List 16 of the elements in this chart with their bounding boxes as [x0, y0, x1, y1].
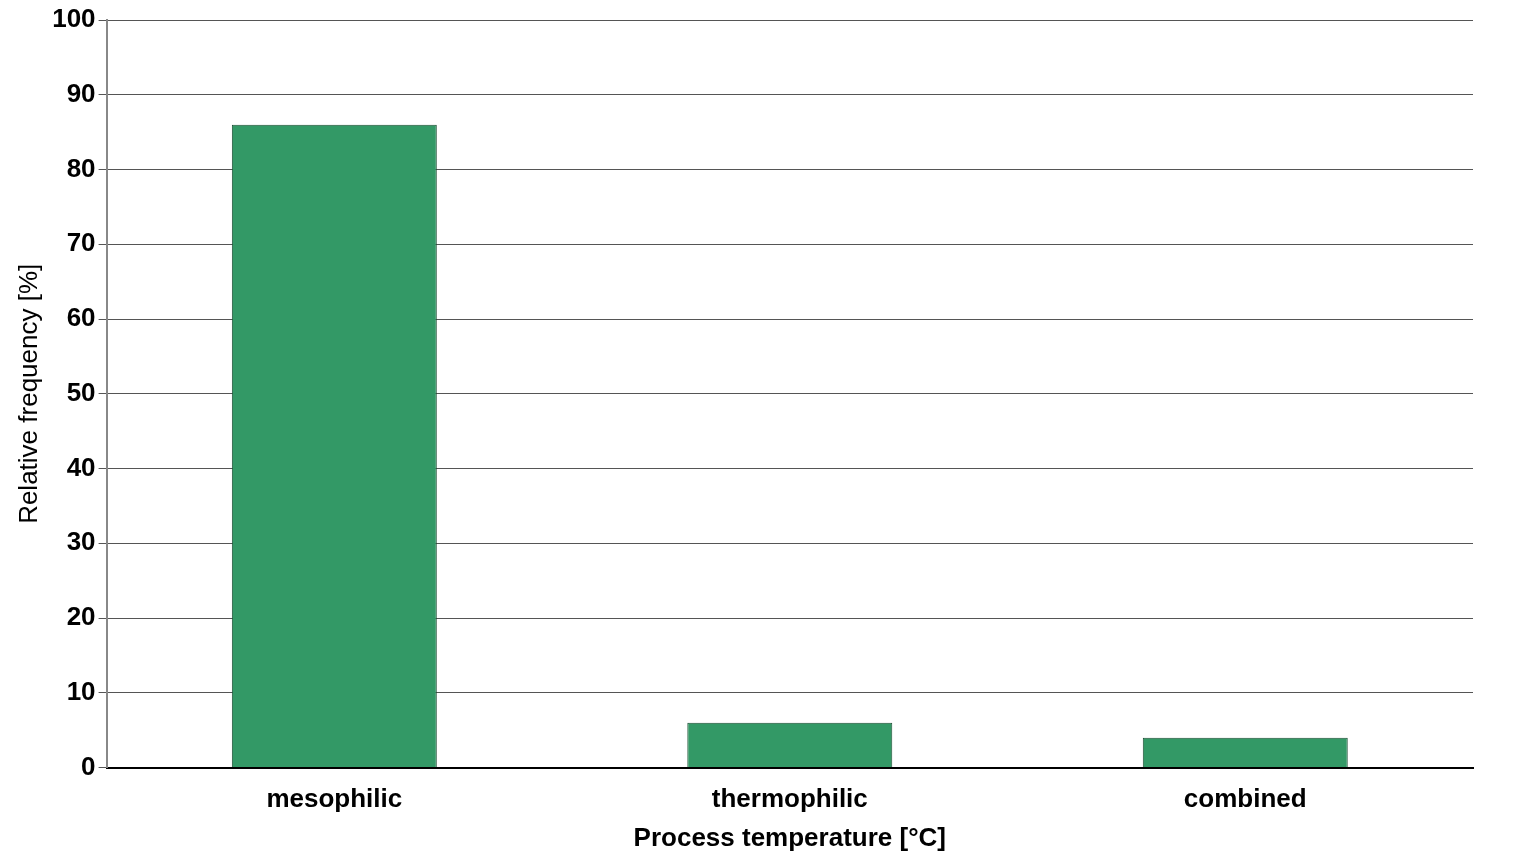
y-tick-label: 40: [66, 451, 96, 482]
x-tick-label: thermophilic: [711, 783, 868, 814]
x-axis-title: Process temperature [°C]: [633, 821, 946, 852]
y-axis-title: Relative frequency [%]: [12, 263, 43, 524]
y-tick-label: 0: [81, 750, 96, 781]
y-tick-label: 60: [66, 302, 96, 333]
y-tick-label: 90: [66, 77, 96, 108]
y-tick-label: 100: [52, 3, 96, 34]
y-tick-label: 80: [66, 152, 96, 183]
y-tick-label: 30: [66, 526, 96, 557]
y-tick-label: 10: [66, 676, 96, 707]
y-tick-label: 50: [66, 376, 96, 407]
x-tick-label: combined: [1183, 783, 1307, 814]
x-tick-label: mesophilic: [266, 783, 403, 814]
y-tick-label: 20: [66, 601, 96, 632]
y-tick-label: 70: [66, 227, 96, 258]
